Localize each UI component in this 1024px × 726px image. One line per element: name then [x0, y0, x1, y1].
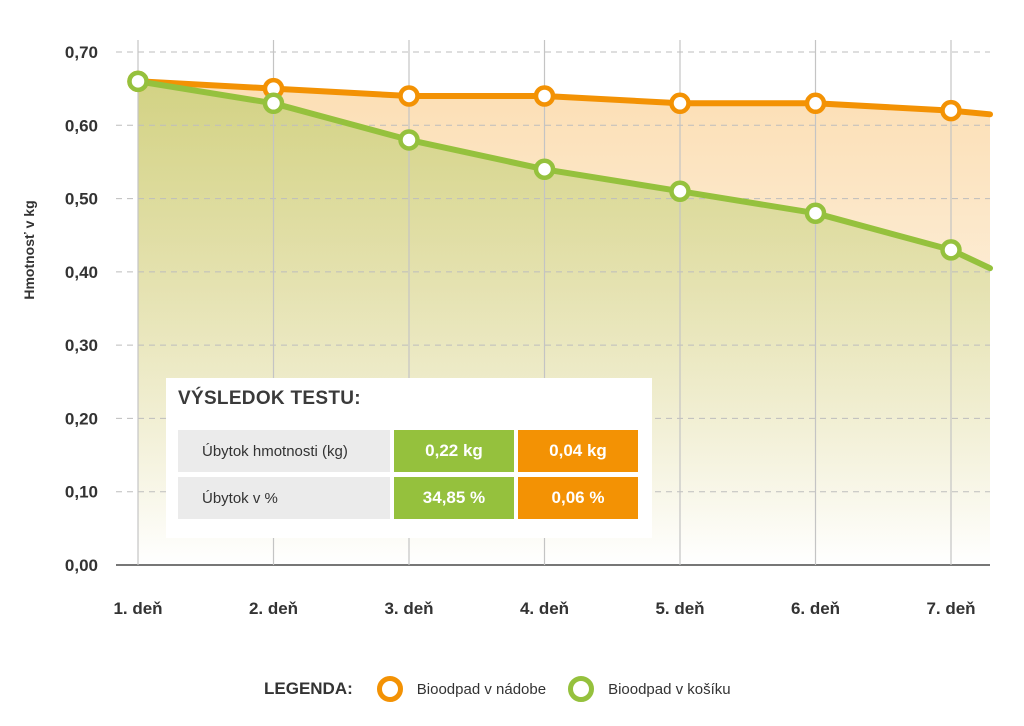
result-row-percent-loss: Úbytok v % 34,85 % 0,06 % [178, 477, 638, 519]
series-line [135, 78, 993, 118]
result-row-weight-loss: Úbytok hmotnosti (kg) 0,22 kg 0,04 kg [178, 430, 638, 472]
x-tick-label: 6. deň [791, 599, 840, 618]
data-point [127, 70, 149, 93]
series-line [135, 78, 993, 272]
x-tick-label: 1. deň [113, 599, 162, 618]
y-tick-label: 0,30 [65, 336, 98, 355]
chart-legend: LEGENDA: Bioodpad v nádobe Bioodpad v ko… [264, 676, 753, 702]
legend-item-basket: Bioodpad v košíku [568, 676, 731, 702]
data-point [940, 99, 962, 122]
result-row-label: Úbytok v % [178, 477, 390, 519]
y-tick-label: 0,40 [65, 263, 98, 282]
test-result-panel: VÝSLEDOK TESTU: Úbytok hmotnosti (kg) 0,… [166, 378, 652, 538]
data-point [262, 92, 285, 115]
data-point [398, 129, 420, 151]
data-point [669, 92, 691, 115]
result-value-bin: 0,06 % [518, 477, 638, 519]
x-tick-label: 7. deň [926, 599, 975, 618]
legend-label: Bioodpad v košíku [608, 680, 731, 698]
y-tick-label: 0,00 [65, 556, 98, 575]
result-row-label: Úbytok hmotnosti (kg) [178, 430, 390, 472]
data-point [669, 180, 691, 202]
y-tick-label: 0,50 [65, 190, 98, 209]
y-axis-title: Hmotnosť v kg [21, 200, 37, 299]
data-point [398, 85, 420, 107]
test-result-title: VÝSLEDOK TESTU: [178, 388, 361, 409]
result-value-basket: 0,22 kg [394, 430, 514, 472]
x-tick-label: 2. deň [249, 599, 298, 618]
circle-marker-icon [376, 676, 403, 702]
legend-item-bin: Bioodpad v nádobe [376, 676, 547, 702]
y-tick-label: 0,10 [65, 483, 98, 502]
data-point [940, 239, 962, 261]
y-tick-label: 0,60 [65, 116, 98, 135]
legend-title: LEGENDA: [264, 679, 353, 698]
result-value-bin: 0,04 kg [518, 430, 638, 472]
result-value-basket: 34,85 % [394, 477, 514, 519]
x-tick-label: 3. deň [384, 599, 433, 618]
legend-label: Bioodpad v nádobe [416, 680, 547, 698]
y-tick-label: 0,70 [65, 43, 98, 62]
x-tick-label: 5. deň [655, 599, 704, 618]
data-point [533, 85, 556, 107]
data-point [533, 158, 556, 181]
data-point [804, 92, 827, 115]
x-tick-label: 4. deň [520, 599, 569, 618]
circle-marker-icon [568, 676, 595, 702]
y-tick-label: 0,20 [65, 409, 98, 428]
data-point [804, 202, 827, 224]
